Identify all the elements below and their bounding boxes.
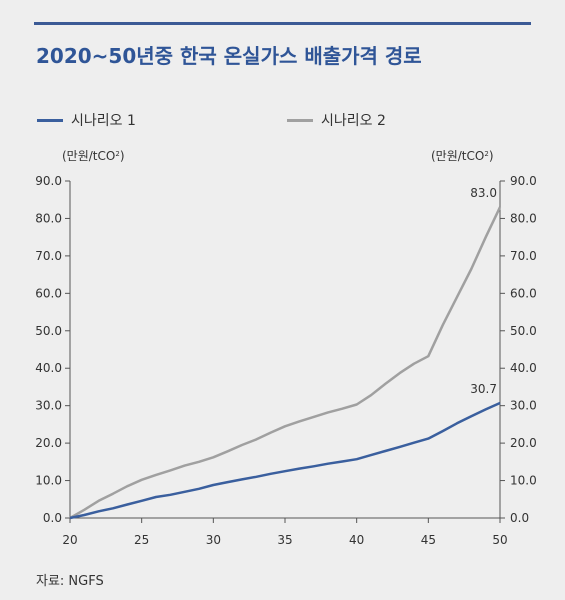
end-label-series-1: 30.7 bbox=[470, 382, 497, 396]
legend-label-series-2: 시나리오 2 bbox=[321, 113, 386, 129]
left-axis-unit: (만원/tCO2) bbox=[62, 149, 125, 163]
y-tick-label-left: 70.0 bbox=[35, 249, 62, 263]
y-tick-label-left: 90.0 bbox=[35, 174, 62, 188]
series-line-1 bbox=[69, 401, 501, 520]
right-axis-unit: (만원/tCO2) bbox=[431, 149, 494, 163]
y-tick-label-right: 30.0 bbox=[510, 399, 537, 413]
x-tick-label: 45 bbox=[421, 533, 436, 547]
end-label-series-2: 83.0 bbox=[470, 186, 497, 200]
y-tick-label-right: 0.0 bbox=[510, 511, 529, 525]
top-rule bbox=[34, 22, 531, 25]
legend-swatch-series-1 bbox=[37, 118, 63, 122]
y-tick-label-left: 20.0 bbox=[35, 436, 62, 450]
y-tick-label-left: 0.0 bbox=[43, 511, 62, 525]
y-tick-label-right: 50.0 bbox=[510, 324, 537, 338]
y-tick-label-right: 70.0 bbox=[510, 249, 537, 263]
x-tick-label: 30 bbox=[206, 533, 221, 547]
legend-item-series-2: 시나리오 2 bbox=[287, 110, 386, 130]
x-tick-label: 50 bbox=[492, 533, 507, 547]
y-tick-label-right: 80.0 bbox=[510, 211, 537, 225]
y-tick-label-right: 10.0 bbox=[510, 474, 537, 488]
x-tick-label: 40 bbox=[349, 533, 364, 547]
chart-title: 2020~50년중 한국 온실가스 배출가격 경로 bbox=[36, 44, 422, 68]
series-line-2 bbox=[69, 206, 502, 520]
y-tick-label-right: 90.0 bbox=[510, 174, 537, 188]
y-tick-label-right: 60.0 bbox=[510, 286, 537, 300]
legend-label-series-1: 시나리오 1 bbox=[71, 113, 136, 129]
x-tick-label: 20 bbox=[62, 533, 77, 547]
x-tick-label: 25 bbox=[134, 533, 149, 547]
y-tick-label-right: 20.0 bbox=[510, 436, 537, 450]
legend-item-series-1: 시나리오 1 bbox=[37, 110, 136, 130]
source-note: 자료: NGFS bbox=[36, 574, 104, 589]
y-tick-label-left: 60.0 bbox=[35, 286, 62, 300]
x-tick-label: 35 bbox=[277, 533, 292, 547]
legend-swatch-series-2 bbox=[287, 118, 313, 122]
y-tick-label-left: 80.0 bbox=[35, 211, 62, 225]
y-tick-label-left: 30.0 bbox=[35, 399, 62, 413]
y-tick-label-left: 10.0 bbox=[35, 474, 62, 488]
y-tick-label-left: 40.0 bbox=[35, 361, 62, 375]
y-tick-label-left: 50.0 bbox=[35, 324, 62, 338]
legend: 시나리오 1 시나리오 2 bbox=[0, 110, 565, 130]
y-tick-label-right: 40.0 bbox=[510, 361, 537, 375]
